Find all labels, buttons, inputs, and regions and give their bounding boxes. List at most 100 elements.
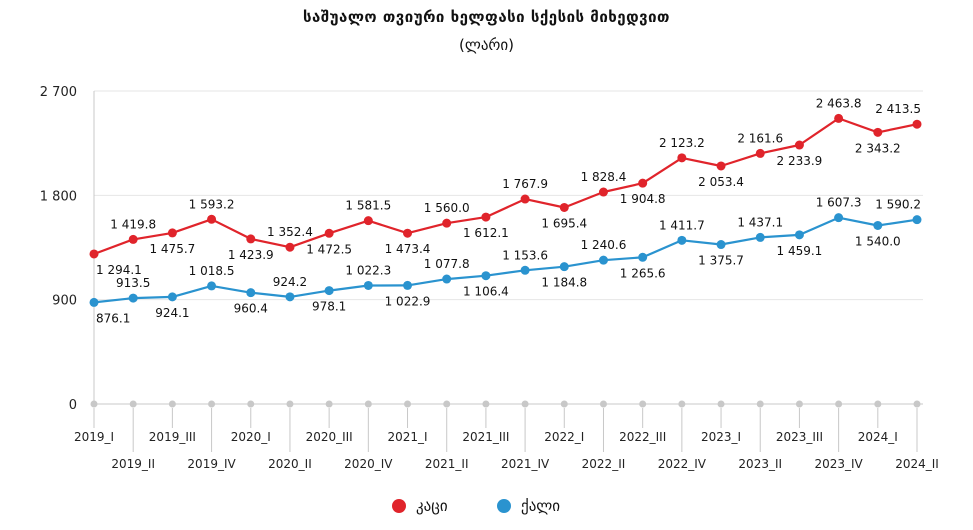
data-label-women: 1 018.5	[189, 264, 235, 278]
data-label-women: 1 437.1	[737, 215, 783, 229]
legend-men-label: კაცი	[416, 497, 448, 515]
data-point-men	[285, 242, 295, 252]
x-tick-label: 2019_IV	[187, 457, 236, 471]
data-label-men: 1 904.8	[620, 192, 666, 206]
x-axis-point-marker	[325, 400, 333, 408]
data-point-men	[716, 161, 726, 171]
data-label-men: 2 123.2	[659, 136, 705, 150]
data-label-men: 1 294.1	[96, 263, 142, 277]
x-tick-label: 2021_III	[462, 430, 509, 444]
data-label-women: 1 240.6	[581, 238, 627, 252]
data-point-women	[598, 255, 608, 265]
data-point-women	[324, 286, 334, 296]
y-tick-label: 2 700	[40, 85, 77, 100]
x-axis-point-marker	[913, 400, 921, 408]
data-label-men: 2 161.6	[737, 131, 783, 145]
data-point-men	[442, 218, 452, 228]
data-point-men	[520, 194, 530, 204]
data-label-men: 2 343.2	[855, 141, 901, 155]
data-point-men	[207, 214, 217, 224]
legend-item-men[interactable]: კაცი	[392, 497, 448, 515]
data-label-men: 1 593.2	[189, 197, 235, 211]
data-point-men	[246, 234, 256, 244]
x-tick-label: 2022_III	[619, 430, 666, 444]
data-point-women	[207, 281, 217, 291]
data-label-women: 1 375.7	[698, 254, 744, 268]
legend-women-marker-icon	[497, 499, 511, 513]
x-tick-label: 2022_II	[582, 457, 626, 471]
x-tick-label: 2023_III	[776, 430, 823, 444]
data-point-men	[677, 153, 687, 163]
x-axis-point-marker	[208, 400, 216, 408]
data-label-men: 1 473.4	[385, 242, 431, 256]
x-tick-label: 2021_II	[425, 457, 469, 471]
x-tick-label: 2023_IV	[814, 457, 863, 471]
x-axis-point-marker	[129, 400, 137, 408]
data-point-men	[403, 228, 413, 238]
data-point-women	[167, 292, 177, 302]
x-axis-point-marker	[560, 400, 568, 408]
x-axis-point-marker	[678, 400, 686, 408]
data-point-men	[89, 249, 99, 259]
x-tick-label: 2022_IV	[658, 457, 707, 471]
data-point-men	[167, 228, 177, 238]
data-label-men: 1 695.4	[541, 216, 587, 230]
x-tick-label: 2019_I	[74, 430, 114, 444]
data-point-women	[794, 230, 804, 240]
x-tick-label: 2019_III	[149, 430, 196, 444]
data-label-women: 1 607.3	[816, 196, 862, 210]
x-axis-point-marker	[247, 400, 255, 408]
data-label-men: 2 463.8	[816, 96, 862, 110]
x-axis-point-marker	[835, 400, 843, 408]
x-axis-point-marker	[521, 400, 529, 408]
x-tick-label: 2021_IV	[501, 457, 550, 471]
y-tick-label: 1 800	[40, 189, 77, 204]
legend-item-women[interactable]: ქალი	[497, 497, 560, 515]
x-axis-point-marker	[404, 400, 412, 408]
x-axis-point-marker	[286, 400, 294, 408]
x-tick-label: 2020_IV	[344, 457, 393, 471]
data-label-women: 1 184.8	[541, 276, 587, 290]
data-point-women	[481, 271, 491, 281]
data-point-women	[520, 265, 530, 275]
legend-women-label: ქალი	[521, 497, 561, 515]
x-tick-label: 2021_I	[387, 430, 427, 444]
x-axis-point-marker	[168, 400, 176, 408]
data-point-men	[794, 140, 804, 150]
data-label-women: 1 459.1	[777, 244, 823, 258]
data-label-men: 2 413.5	[875, 102, 921, 116]
x-axis-point-marker	[874, 400, 882, 408]
data-label-men: 2 233.9	[777, 154, 823, 168]
x-axis-point-marker	[599, 400, 607, 408]
data-label-men: 1 352.4	[267, 225, 313, 239]
x-tick-label: 2020_III	[306, 430, 353, 444]
x-tick-label: 2020_I	[231, 430, 271, 444]
data-point-men	[324, 228, 334, 238]
data-point-women	[403, 280, 413, 290]
data-point-men	[873, 127, 883, 137]
data-label-women: 1 590.2	[875, 198, 921, 212]
data-point-women	[559, 262, 569, 272]
data-label-men: 1 767.9	[502, 177, 548, 191]
x-axis-point-marker	[364, 400, 372, 408]
data-point-men	[128, 234, 138, 244]
x-tick-label: 2020_II	[268, 457, 312, 471]
x-tick-label: 2022_I	[544, 430, 584, 444]
data-label-men: 1 828.4	[581, 170, 627, 184]
data-label-women: 1 540.0	[855, 234, 901, 248]
x-axis-point-marker	[717, 400, 725, 408]
data-label-men: 1 423.9	[228, 248, 274, 262]
data-label-women: 960.4	[234, 302, 268, 316]
data-label-women: 1 153.6	[502, 248, 548, 262]
data-label-men: 1 419.8	[110, 217, 156, 231]
data-label-men: 2 053.4	[698, 175, 744, 189]
data-point-women	[716, 240, 726, 250]
data-point-women	[873, 220, 883, 230]
data-label-women: 978.1	[312, 300, 346, 314]
data-point-women	[285, 292, 295, 302]
data-point-women	[834, 213, 844, 223]
data-label-women: 913.5	[116, 276, 150, 290]
data-point-women	[128, 293, 138, 303]
data-point-men	[559, 202, 569, 212]
data-point-women	[755, 232, 765, 242]
